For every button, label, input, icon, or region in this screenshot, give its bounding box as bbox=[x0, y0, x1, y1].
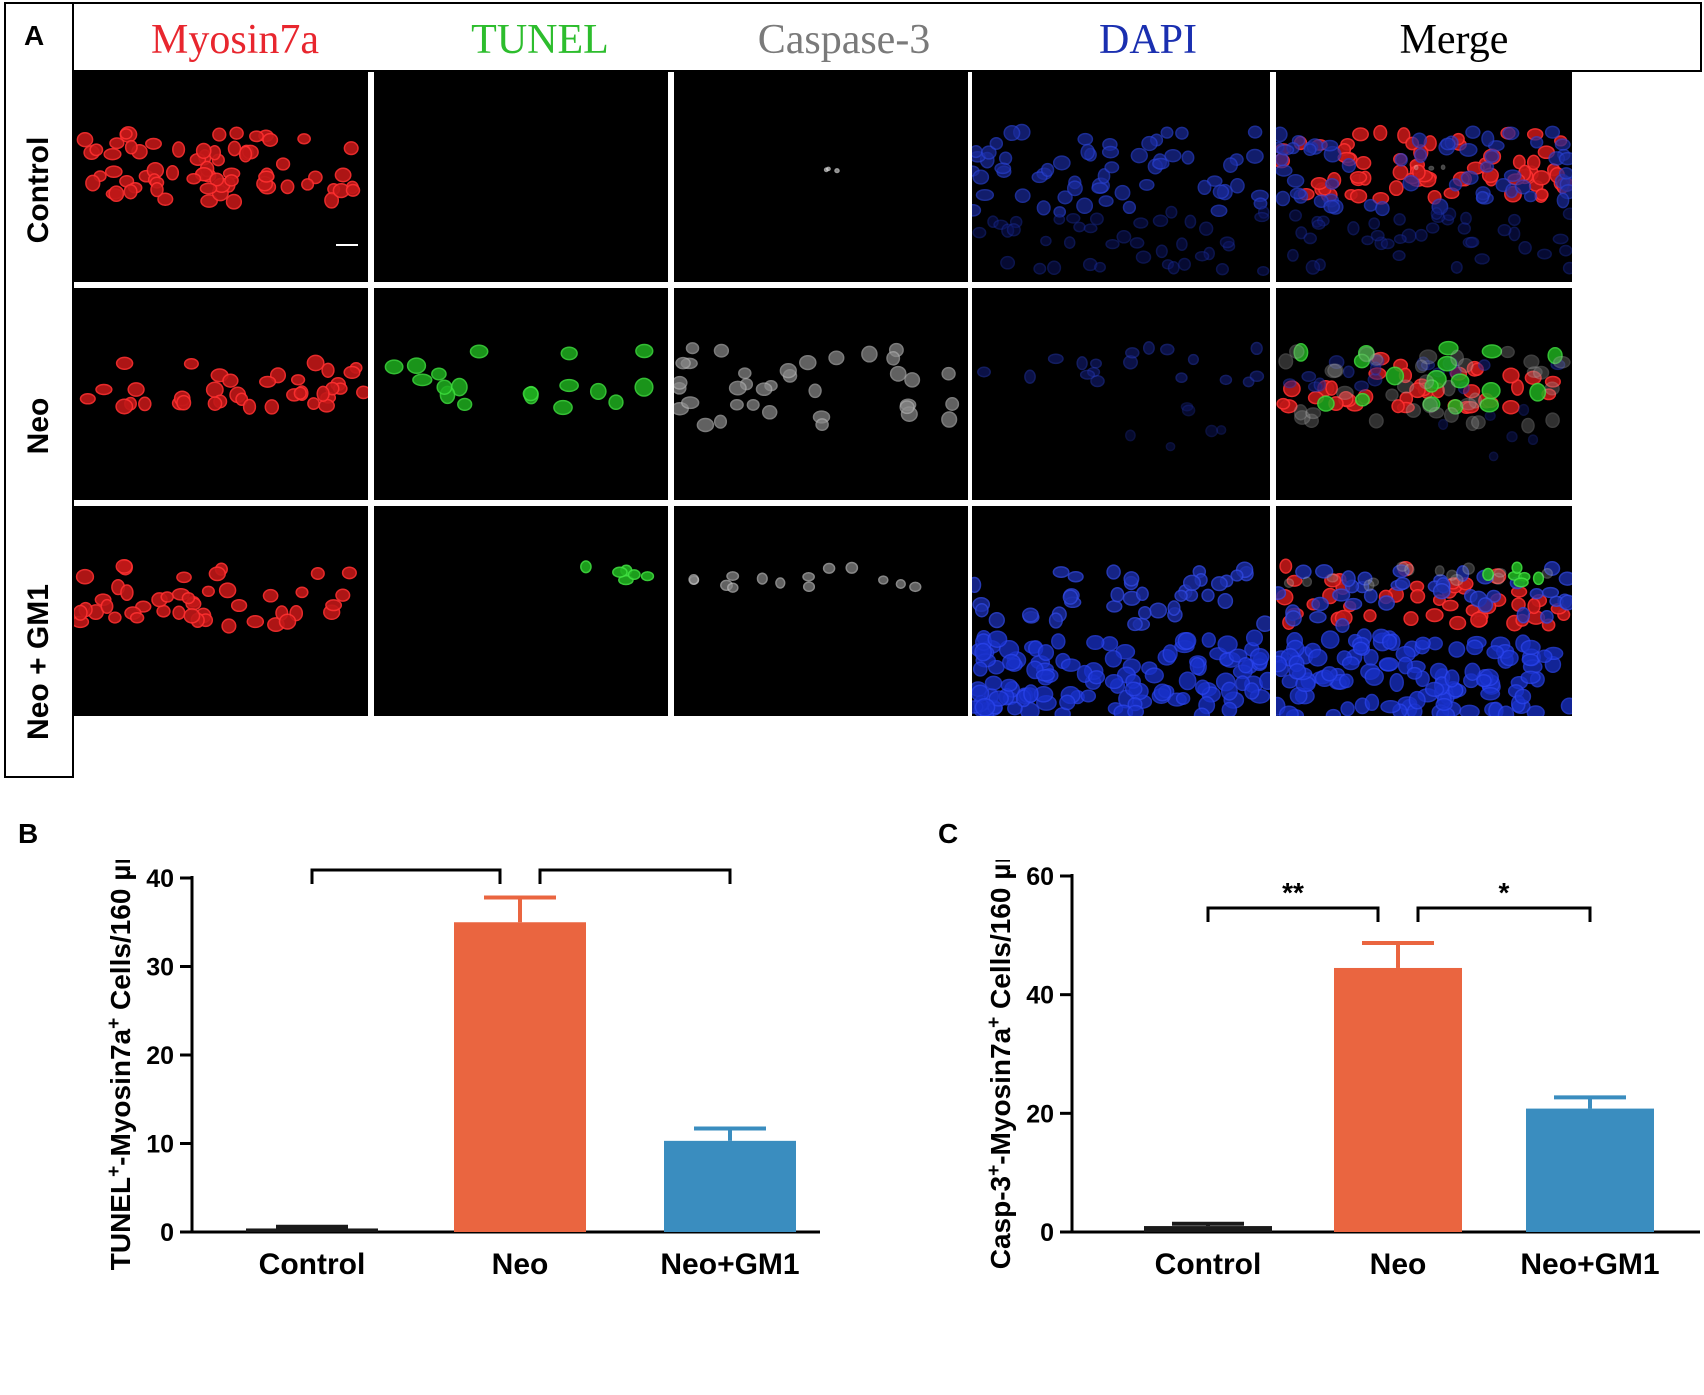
chart-b-ylabel-part-4: Cells/160 µm bbox=[105, 860, 136, 1018]
micrograph-neo-gm1-myosin bbox=[74, 506, 368, 716]
channel-label-caspase3: Caspase-3 bbox=[757, 17, 931, 63]
chart-b-xlabel-neo: Neo bbox=[492, 1248, 549, 1281]
micrograph-panel: A Myosin7a TUNEL Caspase-3 DAPI Merge Co… bbox=[4, 2, 1702, 778]
micrograph-neo-tunel bbox=[374, 288, 668, 500]
chart-c: 0 20 40 60 Control Neo Neo+GM1 ** * Casp-3+-Myosi… bbox=[960, 839, 1704, 1390]
chart-c-ylabel-part-4: Cells/160 µm bbox=[985, 860, 1016, 1017]
micrograph-control-tunel bbox=[374, 72, 668, 282]
micrograph-neo-casp bbox=[674, 288, 968, 500]
chart-b: 010203040ControlNeoNeo+GM1****TUNEL+-Myo… bbox=[0, 839, 840, 1390]
chart-c-sig-bracket-1 bbox=[1206, 906, 1380, 922]
chart-c-ylabel-part-0: Casp-3 bbox=[985, 1176, 1016, 1269]
row-label-neo-gm1: Neo + GM1 bbox=[22, 584, 55, 740]
channel-label-myosin7a: Myosin7a bbox=[151, 17, 319, 63]
chart-b-ylabel: TUNEL+-Myosin7a+ Cells/160 µm bbox=[104, 860, 137, 1270]
chart-b-bar-control bbox=[246, 1228, 378, 1232]
micrograph-control-myosin bbox=[74, 72, 368, 282]
micrograph-neo-gm1-tunel bbox=[374, 506, 668, 716]
chart-c-ylabel: Casp-3+-Myosin7a+ Cells/160 µm bbox=[984, 860, 1017, 1269]
chart-c-ytick-label-20: 20 bbox=[1026, 1100, 1054, 1128]
panel-letter-b: B bbox=[18, 818, 39, 849]
chart-b-ytick-label-30: 30 bbox=[146, 954, 174, 982]
panel-letter-a: A bbox=[24, 20, 45, 51]
chart-c-xlabel-neo: Neo bbox=[1370, 1248, 1427, 1281]
micrograph-control-dapi bbox=[972, 72, 1270, 282]
chart-b-ylabel-part-0: TUNEL bbox=[105, 1177, 136, 1270]
channel-label-tunel: TUNEL bbox=[471, 17, 609, 63]
micrograph-neo-myosin bbox=[74, 288, 368, 500]
micrograph-neo-gm1-casp bbox=[674, 506, 968, 716]
chart-c-ylabel-part-1: + bbox=[984, 1165, 1005, 1176]
channel-label-dapi: DAPI bbox=[1098, 17, 1198, 63]
micrograph-grid bbox=[72, 72, 1702, 778]
row-label-control: Control bbox=[22, 136, 55, 244]
chart-b-ytick-label-0: 0 bbox=[160, 1219, 174, 1247]
chart-b-ylabel-part-3: + bbox=[104, 1018, 125, 1029]
chart-c-ytick-label-0: 0 bbox=[1040, 1219, 1054, 1247]
chart-b-bar-neo-gm1 bbox=[664, 1140, 796, 1232]
chart-c-sig-label-2: * bbox=[1499, 877, 1510, 908]
micrograph-control-casp bbox=[674, 72, 968, 282]
chart-b-ytick-label-10: 10 bbox=[146, 1131, 174, 1159]
chart-b-sig-label-1: ** bbox=[395, 860, 417, 870]
chart-b-svg: 010203040ControlNeoNeo+GM1****TUNEL+-Myo… bbox=[104, 839, 820, 1281]
chart-c-xlabel-neo-gm1: Neo+GM1 bbox=[1520, 1248, 1659, 1281]
micrograph-neo-gm1-merge bbox=[1276, 506, 1572, 716]
chart-b-xlabel-neo-gm1: Neo+GM1 bbox=[660, 1248, 799, 1281]
chart-b-xlabel-control: Control bbox=[259, 1248, 366, 1281]
chart-b-ylabel-part-2: -Myosin7a bbox=[105, 1028, 136, 1165]
micrograph-control-merge bbox=[1276, 72, 1572, 282]
chart-c-xlabel-control: Control bbox=[1155, 1248, 1262, 1281]
chart-b-ylabel-part-1: + bbox=[104, 1166, 125, 1177]
chart-c-bar-neo-gm1 bbox=[1526, 1108, 1654, 1232]
chart-c-sig-label-1: ** bbox=[1282, 877, 1304, 908]
chart-b-sig-bracket-2 bbox=[538, 868, 732, 884]
chart-c-bar-neo bbox=[1334, 967, 1462, 1232]
chart-c-sig-bracket-2 bbox=[1416, 906, 1592, 922]
chart-c-ylabel-part-2: -Myosin7a bbox=[985, 1027, 1016, 1164]
channel-label-merge: Merge bbox=[1399, 17, 1509, 63]
chart-b-ytick-label-20: 20 bbox=[146, 1042, 174, 1070]
micrograph-neo-dapi bbox=[972, 288, 1270, 500]
micrograph-neo-gm1-dapi bbox=[972, 506, 1270, 716]
chart-b-sig-bracket-1 bbox=[310, 868, 502, 884]
micrograph-neo-merge bbox=[1276, 288, 1572, 500]
chart-c-ytick-label-40: 40 bbox=[1026, 982, 1054, 1010]
chart-b-bar-neo bbox=[454, 922, 586, 1232]
row-label-neo: Neo bbox=[22, 397, 55, 455]
chart-c-ylabel-part-3: + bbox=[984, 1017, 1005, 1028]
chart-c-bar-control bbox=[1144, 1226, 1272, 1232]
chart-c-ytick-label-60: 60 bbox=[1026, 863, 1054, 891]
channel-header-row: Myosin7a TUNEL Caspase-3 DAPI Merge bbox=[72, 4, 1700, 72]
panel-letter-c: C bbox=[938, 818, 959, 849]
chart-b-sig-label-2: ** bbox=[624, 860, 646, 870]
chart-b-ytick-label-40: 40 bbox=[146, 865, 174, 893]
